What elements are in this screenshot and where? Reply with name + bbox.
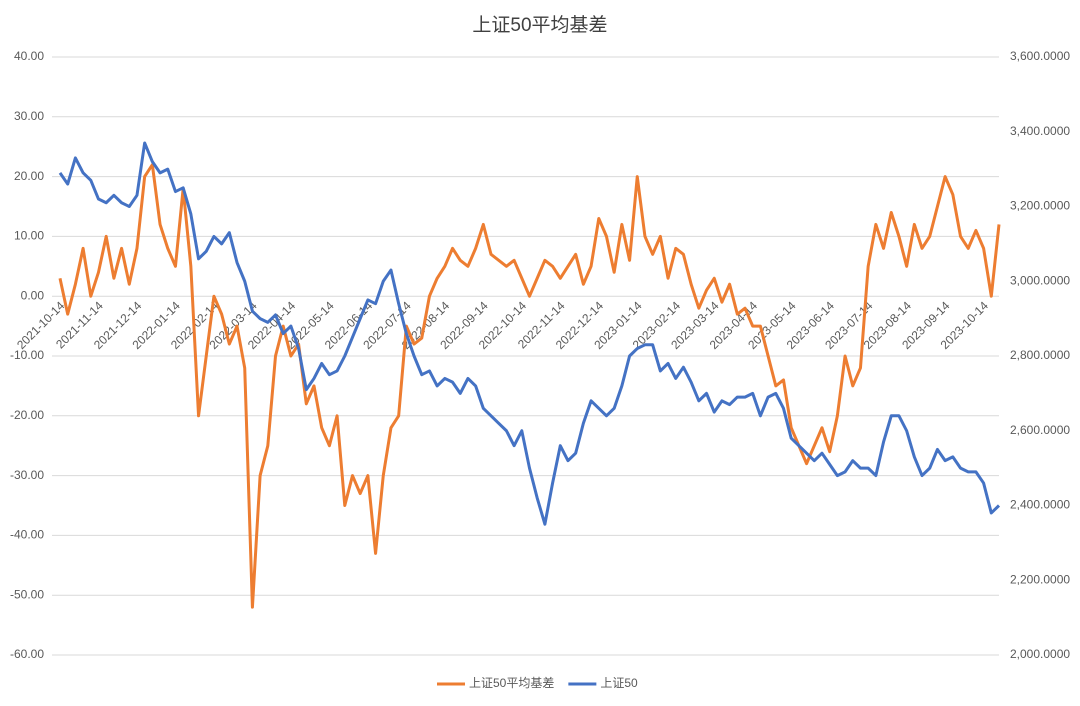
y-tick-label: -20.00 [10, 408, 44, 422]
y-tick-label: 10.00 [14, 229, 44, 243]
legend-label: 上证50 [600, 676, 638, 690]
legend-label: 上证50平均基差 [469, 676, 554, 690]
y2-tick-label: 3,200.0000 [1010, 199, 1070, 213]
y-tick-label: 30.00 [14, 109, 44, 123]
y2-tick-label: 3,400.0000 [1010, 124, 1070, 138]
y-tick-label: 40.00 [14, 49, 44, 63]
y2-tick-label: 2,800.0000 [1010, 348, 1070, 362]
y2-tick-label: 2,000.0000 [1010, 647, 1070, 661]
y-tick-label: -10.00 [10, 348, 44, 362]
y-tick-label: -60.00 [10, 647, 44, 661]
y-tick-label: -30.00 [10, 468, 44, 482]
y2-tick-label: 2,200.0000 [1010, 572, 1070, 586]
y2-tick-label: 3,600.0000 [1010, 49, 1070, 63]
y-tick-label: -40.00 [10, 528, 44, 542]
y2-tick-label: 2,600.0000 [1010, 423, 1070, 437]
y-tick-label: 0.00 [21, 288, 45, 302]
chart-title: 上证50平均基差 [472, 14, 607, 36]
series-line [58, 163, 1001, 609]
y-tick-label: -50.00 [10, 587, 44, 601]
y2-tick-label: 3,000.0000 [1010, 273, 1070, 287]
y2-tick-label: 2,400.0000 [1010, 498, 1070, 512]
series-line [58, 141, 1001, 526]
y-tick-label: 20.00 [14, 169, 44, 183]
